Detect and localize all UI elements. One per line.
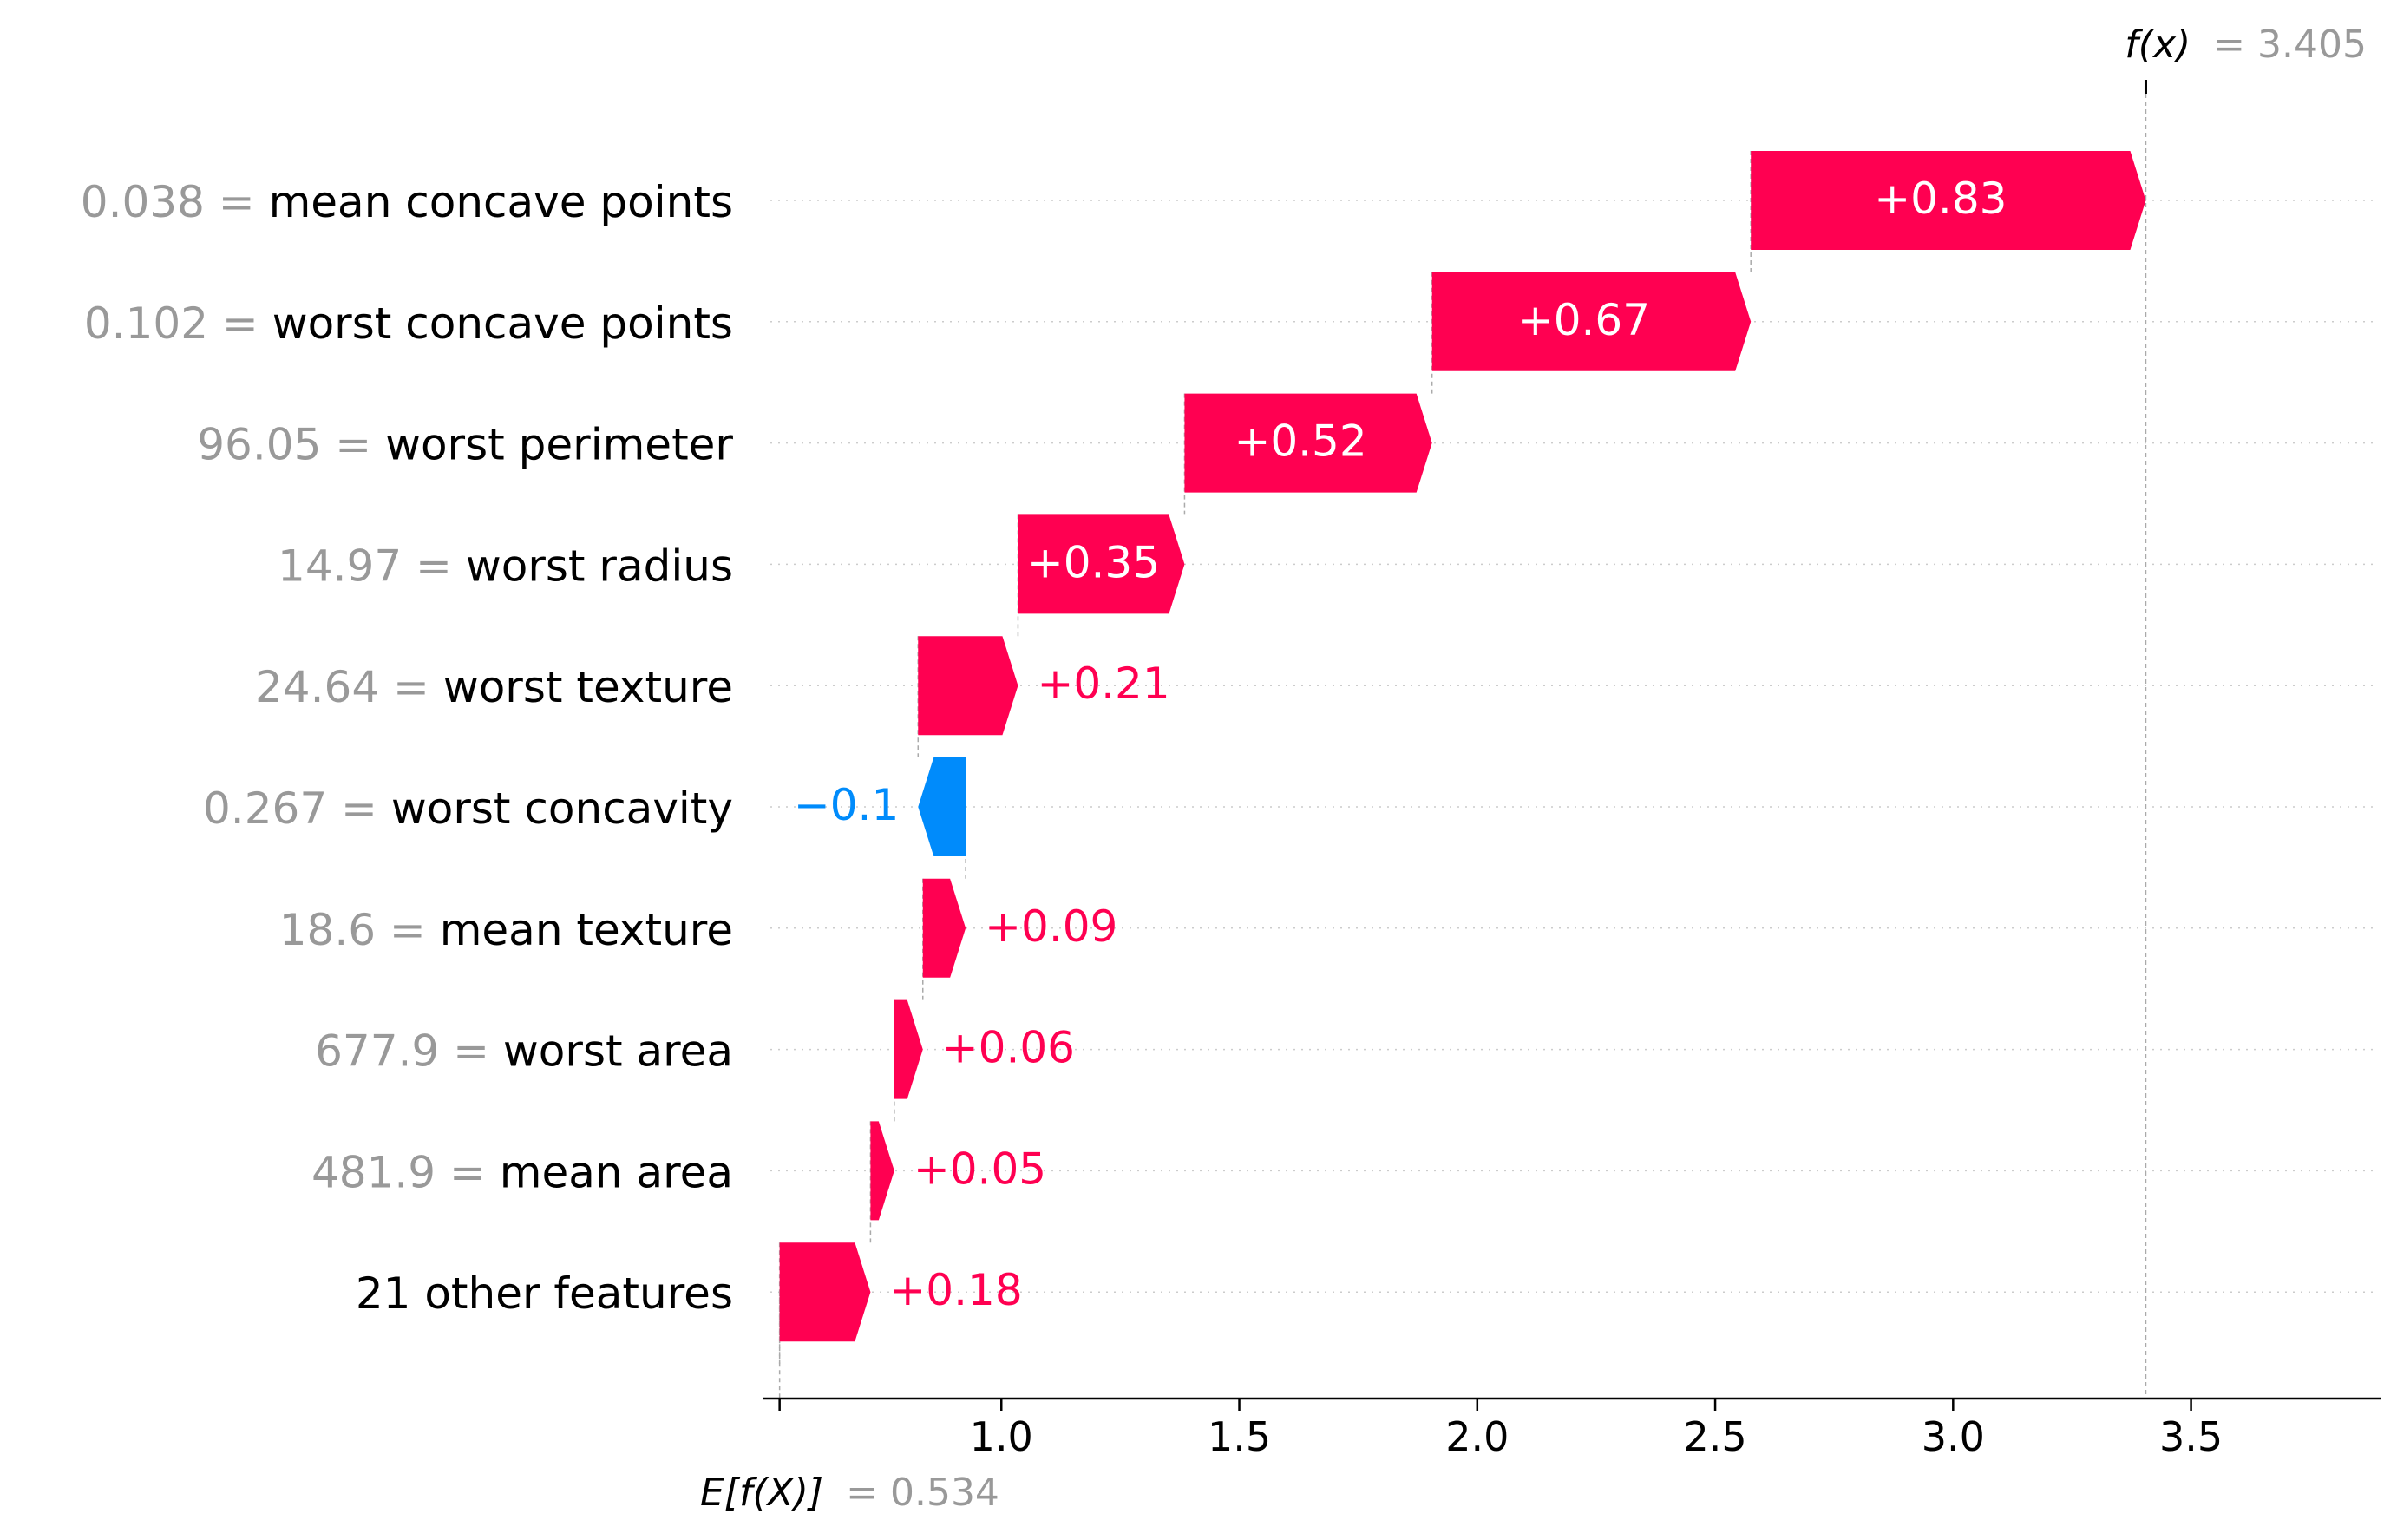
feature-label: 677.9 = worst area xyxy=(315,1026,733,1077)
feature-label: 21 other features xyxy=(356,1268,733,1319)
bar-positive xyxy=(779,1242,871,1342)
feature-label: 0.102 = worst concave points xyxy=(84,298,733,349)
feature-label: 24.64 = worst texture xyxy=(255,662,733,712)
bar-value-label: +0.18 xyxy=(889,1265,1022,1315)
feature-label: 0.038 = mean concave points xyxy=(81,177,733,227)
bar-positive xyxy=(1018,514,1185,614)
efx-annotation: E[f(X)] = 0.534 xyxy=(700,1471,999,1515)
feature-label: 96.05 = worst perimeter xyxy=(197,420,733,470)
bar-value-label: +0.52 xyxy=(1234,416,1366,467)
feature-value: 18.6 = xyxy=(279,905,440,955)
feature-name: mean texture xyxy=(440,905,733,955)
feature-value: 0.102 = xyxy=(84,298,272,349)
bar-positive xyxy=(870,1121,894,1221)
bars xyxy=(779,151,2146,1342)
efx-value: = 0.534 xyxy=(846,1471,999,1515)
feature-name: mean area xyxy=(500,1147,733,1197)
x-tick-label: 2.5 xyxy=(1683,1413,1746,1460)
bar-value-label: +0.35 xyxy=(1027,537,1160,587)
x-tick-label: 1.0 xyxy=(970,1413,1033,1460)
feature-labels: 0.038 = mean concave points 0.102 = worst… xyxy=(81,177,734,1319)
feature-label: 481.9 = mean area xyxy=(311,1147,733,1197)
bar-positive xyxy=(922,878,966,978)
bar-value-label: −0.1 xyxy=(794,780,899,830)
feature-name: worst area xyxy=(503,1026,733,1077)
feature-name: mean concave points xyxy=(269,177,733,227)
feature-name: 21 other features xyxy=(356,1268,733,1319)
feature-name: worst concave points xyxy=(272,298,733,349)
feature-label: 0.267 = worst concavity xyxy=(203,783,733,834)
feature-value: 24.64 = xyxy=(255,662,443,712)
efx-name: E[f(X)] xyxy=(700,1471,823,1515)
fx-value: = 3.405 xyxy=(2213,23,2367,67)
bar-value-label: +0.05 xyxy=(914,1144,1046,1194)
feature-value: 0.038 = xyxy=(81,177,269,227)
feature-label: 18.6 = mean texture xyxy=(279,905,733,955)
bar-positive xyxy=(1751,151,2146,250)
bar-value-label: +0.09 xyxy=(985,901,1117,952)
feature-label: 14.97 = worst radius xyxy=(278,541,733,591)
bar-positive xyxy=(1431,272,1752,371)
x-tick-label: 3.0 xyxy=(1922,1413,1985,1460)
bar-value-label: +0.06 xyxy=(942,1023,1075,1073)
feature-value: 0.267 = xyxy=(203,783,391,834)
annotations: f(x) = 3.405 E[f(X)] = 0.534 xyxy=(700,23,2367,1515)
bar-value-label: +0.67 xyxy=(1517,295,1650,345)
feature-name: worst texture xyxy=(443,662,733,712)
x-tick-label: 3.5 xyxy=(2159,1413,2223,1460)
feature-value: 481.9 = xyxy=(311,1147,500,1197)
bar-value-label: +0.21 xyxy=(1037,659,1169,709)
bar-negative xyxy=(918,757,966,856)
feature-name: worst radius xyxy=(466,541,733,591)
feature-value: 14.97 = xyxy=(278,541,466,591)
fx-name: f(x) xyxy=(2125,23,2191,67)
bar-positive xyxy=(894,999,923,1099)
feature-value: 96.05 = xyxy=(197,420,385,470)
feature-name: worst perimeter xyxy=(385,420,733,470)
feature-name: worst concavity xyxy=(391,783,733,834)
bar-positive xyxy=(1184,393,1432,493)
bar-positive xyxy=(918,636,1018,736)
bar-value-label: +0.83 xyxy=(1874,174,2007,224)
bar-labels: +0.83 +0.67 +0.52 +0.35 +0.21 −0.1 +0.09 +0.06 +… xyxy=(794,174,2007,1315)
feature-value: 677.9 = xyxy=(315,1026,503,1077)
fx-annotation: f(x) = 3.405 xyxy=(2125,23,2367,67)
x-tick-label: 1.5 xyxy=(1208,1413,1271,1460)
x-axis: 1.0 1.5 2.0 2.5 3.0 3.5 xyxy=(763,1397,2381,1460)
x-tick-label: 2.0 xyxy=(1445,1413,1509,1460)
